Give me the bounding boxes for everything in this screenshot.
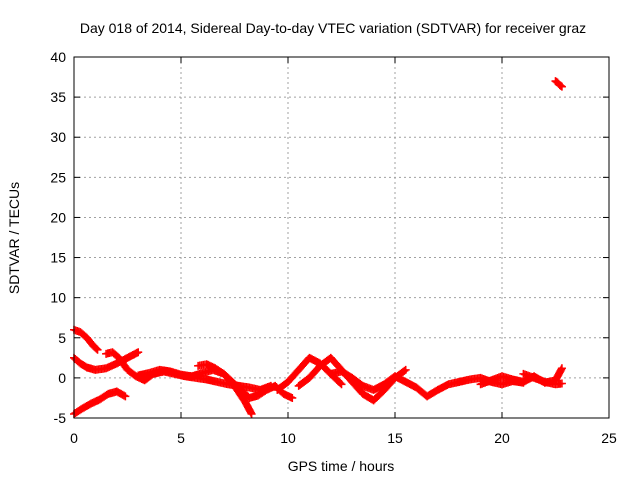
- y-axis-label: SDTVAR / TECUs: [6, 182, 22, 294]
- data-point: [93, 345, 102, 354]
- data-point: [400, 366, 409, 375]
- x-tick-label: 25: [601, 430, 617, 446]
- series-arc-5: [134, 365, 256, 418]
- x-tick-label: 0: [70, 430, 78, 446]
- series-arc-9: [326, 367, 464, 401]
- data-point: [557, 364, 566, 373]
- data-point: [401, 365, 410, 374]
- data-point: [336, 379, 345, 388]
- y-tick-label: 25: [50, 169, 66, 185]
- data-point: [247, 409, 256, 418]
- data-point: [288, 393, 297, 402]
- y-tick-label: 20: [50, 209, 66, 225]
- data-points: [70, 77, 566, 418]
- series-arc-1: [70, 325, 102, 354]
- series-arc-2: [70, 348, 143, 374]
- grid: [74, 57, 609, 418]
- data-point: [337, 380, 346, 389]
- x-tick-label: 5: [177, 430, 185, 446]
- x-axis-label: GPS time / hours: [288, 458, 395, 474]
- y-tick-label: -5: [54, 410, 67, 426]
- y-tick-label: 0: [58, 370, 66, 386]
- data-point: [121, 392, 130, 401]
- series-arc-12: [519, 369, 566, 389]
- x-tick-label: 10: [280, 430, 296, 446]
- y-tick-label: 35: [50, 89, 66, 105]
- data-point: [557, 82, 566, 91]
- y-tick-label: 15: [50, 250, 66, 266]
- data-point: [134, 348, 143, 357]
- x-tick-label: 20: [494, 430, 510, 446]
- data-point: [92, 344, 101, 353]
- data-point: [557, 379, 566, 388]
- y-tick-label: 40: [50, 49, 66, 65]
- y-tick-label: 5: [58, 330, 66, 346]
- series-arc-13: [551, 77, 566, 91]
- data-point: [556, 81, 565, 90]
- y-tick-label: 30: [50, 129, 66, 145]
- plot-frame: [73, 56, 610, 419]
- y-tick-label: 10: [50, 290, 66, 306]
- axis-ticks: [73, 56, 610, 419]
- series-arc-3: [70, 387, 130, 418]
- chart-title: Day 018 of 2014, Sidereal Day-to-day VTE…: [80, 20, 586, 36]
- x-tick-label: 15: [387, 430, 403, 446]
- data-point: [119, 391, 128, 400]
